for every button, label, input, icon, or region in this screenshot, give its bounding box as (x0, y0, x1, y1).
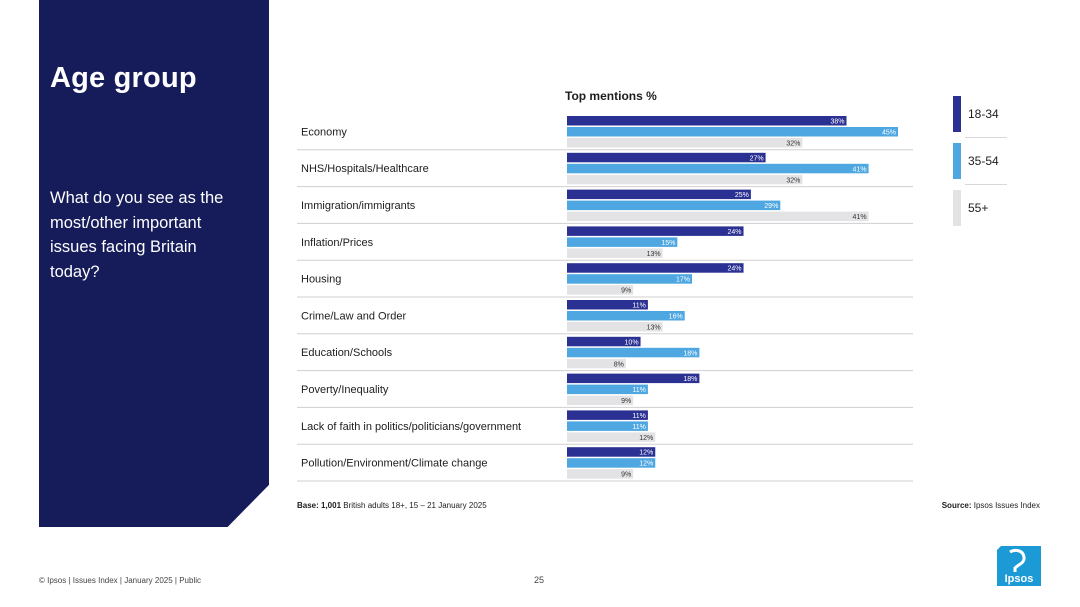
data-label: 25% (735, 192, 749, 199)
legend-item: 55+ (953, 190, 1023, 226)
bar-55+ (567, 138, 803, 148)
bar-55+ (567, 285, 634, 295)
category-label: Education/Schools (301, 347, 393, 359)
data-label: 24% (728, 266, 742, 273)
data-label: 13% (647, 325, 661, 332)
category-label: Immigration/immigrants (301, 200, 416, 212)
category-label: Inflation/Prices (301, 237, 374, 249)
category-label: Crime/Law and Order (301, 310, 406, 322)
bar-18-34 (567, 410, 648, 420)
data-label: 13% (647, 251, 661, 258)
bar-18-34 (567, 447, 656, 457)
category-label: Lack of faith in politics/politicians/go… (301, 421, 521, 433)
footer-text: © Ipsos | Issues Index | January 2025 | … (39, 576, 201, 585)
data-label: 12% (639, 461, 653, 468)
legend-item: 18-34 (953, 96, 1023, 132)
bar-18-34 (567, 263, 744, 273)
bar-55+ (567, 358, 626, 369)
data-label: 15% (661, 240, 675, 247)
legend-divider (965, 184, 1007, 185)
bar-55+ (567, 322, 663, 332)
legend-label: 55+ (968, 201, 989, 215)
bar-55+ (567, 211, 869, 222)
data-label: 9% (621, 398, 631, 405)
page-number: 25 (534, 575, 545, 585)
bar-35-54 (567, 384, 648, 395)
bar-18-34 (567, 226, 744, 236)
legend-label: 18-34 (968, 107, 999, 121)
chart-legend: 18-34 35-54 55+ (953, 96, 1023, 236)
base-note: Base: 1,001 British adults 18+, 15 – 21 … (297, 501, 487, 510)
data-label: 12% (639, 450, 653, 457)
data-label: 17% (676, 277, 690, 284)
source-note-bold: Source: (941, 501, 972, 510)
data-label: 45% (882, 130, 896, 137)
slide-title: Age group (50, 62, 197, 94)
data-label: 9% (621, 288, 631, 295)
bar-18-34 (567, 116, 847, 126)
bar-55+ (567, 248, 663, 258)
data-label: 18% (683, 376, 697, 383)
source-note: Source: Ipsos Issues Index (942, 501, 1040, 510)
bar-35-54 (567, 127, 898, 137)
source-note-text: Ipsos Issues Index (971, 501, 1040, 510)
legend-swatch (953, 96, 961, 132)
base-note-text: British adults 18+, 15 – 21 January 2025 (341, 501, 487, 510)
chart-title: Top mentions % (565, 89, 657, 103)
survey-question: What do you see as the most/other import… (50, 189, 224, 281)
bar-35-54 (567, 421, 648, 431)
data-label: 11% (632, 424, 646, 431)
data-label: 41% (853, 214, 867, 221)
data-label: 9% (621, 472, 631, 479)
data-label: 10% (625, 339, 639, 346)
logo-text: Ipsos (1005, 573, 1034, 585)
category-label: Housing (301, 274, 341, 286)
category-label: Poverty/Inequality (301, 384, 389, 396)
category-label: NHS/Hospitals/Healthcare (301, 163, 429, 175)
data-label: 32% (786, 141, 800, 148)
legend-item: 35-54 (953, 143, 1023, 179)
legend-divider (965, 137, 1007, 138)
data-label: 8% (614, 361, 624, 368)
data-label: 16% (669, 314, 683, 321)
data-label: 11% (632, 413, 646, 420)
data-label: 29% (764, 203, 778, 210)
bar-35-54 (567, 458, 656, 468)
bar-18-34 (567, 189, 751, 200)
category-label: Pollution/Environment/Climate change (301, 458, 488, 470)
bar-18-34 (567, 373, 700, 384)
bar-55+ (567, 432, 656, 442)
bar-35-54 (567, 274, 693, 284)
bar-18-34 (567, 300, 648, 310)
bar-35-54 (567, 237, 678, 247)
data-label: 41% (853, 166, 867, 173)
bar-18-34 (567, 336, 641, 347)
data-label: 32% (786, 177, 800, 184)
bar-35-54 (567, 311, 685, 321)
data-label: 38% (830, 119, 844, 126)
ipsos-logo: Ipsos (997, 546, 1041, 586)
legend-label: 35-54 (968, 154, 999, 168)
bar-35-54 (567, 347, 700, 358)
bar-55+ (567, 174, 803, 185)
bar-35-54 (567, 163, 869, 174)
side-panel: Age group What do you see as the most/ot… (39, 0, 269, 527)
data-label: 11% (632, 303, 646, 310)
data-label: 11% (632, 387, 646, 394)
legend-swatch (953, 190, 961, 226)
data-label: 24% (728, 229, 742, 236)
base-note-bold: Base: 1,001 (297, 501, 342, 510)
data-label: 27% (750, 155, 764, 162)
bar-55+ (567, 395, 634, 406)
bar-35-54 (567, 200, 781, 211)
legend-swatch (953, 143, 961, 179)
data-label: 12% (639, 435, 653, 442)
bar-18-34 (567, 152, 766, 163)
data-label: 18% (683, 350, 697, 357)
category-label: Economy (301, 126, 347, 138)
bar-55+ (567, 469, 634, 479)
